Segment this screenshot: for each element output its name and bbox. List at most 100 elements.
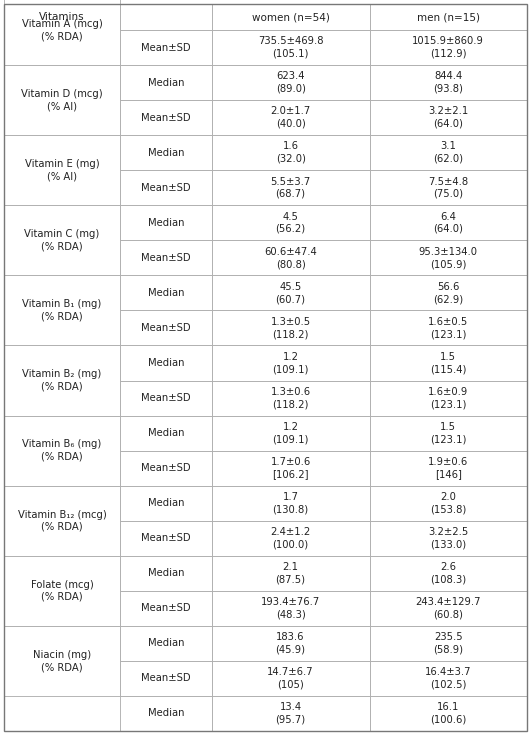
Bar [120,205,212,240]
Bar [4,556,120,625]
Text: 1.9±0.6
[146]: 1.9±0.6 [146] [428,457,468,479]
Text: 95.3±134.0
(105.9): 95.3±134.0 (105.9) [419,247,478,269]
Text: Mean±SD: Mean±SD [141,463,191,473]
Text: Mean±SD: Mean±SD [141,112,191,123]
Bar [370,591,527,625]
Text: 4.5
(56.2): 4.5 (56.2) [276,212,306,234]
Text: Vitamin D (mcg)
(% AI): Vitamin D (mcg) (% AI) [21,89,103,111]
Text: 1.5
(123.1): 1.5 (123.1) [430,422,466,444]
Bar [120,451,212,486]
Text: Median: Median [148,288,184,298]
Bar [370,135,527,171]
Bar [4,486,120,556]
Text: Folate (mcg)
(% RDA): Folate (mcg) (% RDA) [31,580,93,602]
Bar [212,276,370,310]
Bar [120,625,212,661]
Text: Median: Median [148,218,184,228]
Bar [120,100,212,135]
Text: Median: Median [148,428,184,438]
Text: Median: Median [148,358,184,368]
Bar [212,556,370,591]
Bar [120,30,212,65]
Text: 1.5
(115.4): 1.5 (115.4) [430,352,466,374]
Bar [370,100,527,135]
Text: 2.0±1.7
(40.0): 2.0±1.7 (40.0) [270,107,311,129]
Text: Mean±SD: Mean±SD [141,183,191,193]
Text: 3.1
(62.0): 3.1 (62.0) [433,141,463,164]
Bar [120,240,212,276]
Text: Median: Median [148,148,184,158]
Text: men (n=15): men (n=15) [417,12,480,22]
Text: 193.4±76.7
(48.3): 193.4±76.7 (48.3) [261,597,320,620]
Bar [212,451,370,486]
Text: 2.4±1.2
(100.0): 2.4±1.2 (100.0) [270,527,311,550]
Text: 1.3±0.5
(118.2): 1.3±0.5 (118.2) [270,317,311,339]
Text: Mean±SD: Mean±SD [141,603,191,613]
Text: Mean±SD: Mean±SD [141,393,191,403]
Bar [370,276,527,310]
Text: 1.7±0.6
[106.2]: 1.7±0.6 [106.2] [270,457,311,479]
Text: 3.2±2.1
(64.0): 3.2±2.1 (64.0) [428,107,468,129]
Bar [120,345,212,381]
Bar [4,205,120,276]
Bar [120,556,212,591]
Text: Median: Median [148,639,184,648]
Bar [120,520,212,556]
Text: 2.1
(87.5): 2.1 (87.5) [276,562,306,584]
Text: Vitamin C (mg)
(% RDA): Vitamin C (mg) (% RDA) [24,229,100,251]
Text: 623.4
(89.0): 623.4 (89.0) [276,71,305,94]
Text: 5.5±3.7
(68.7): 5.5±3.7 (68.7) [270,176,311,199]
Text: Mean±SD: Mean±SD [141,533,191,543]
Bar [370,520,527,556]
Text: 235.5
(58.9): 235.5 (58.9) [433,632,463,655]
Bar [370,240,527,276]
Text: Median: Median [148,78,184,87]
Text: 2.6
(108.3): 2.6 (108.3) [430,562,466,584]
Bar [370,205,527,240]
Bar [370,556,527,591]
Text: Vitamin B₁₂ (mcg)
(% RDA): Vitamin B₁₂ (mcg) (% RDA) [18,509,106,532]
Bar [4,135,120,205]
Bar [212,661,370,696]
Bar [212,381,370,415]
Text: Median: Median [148,709,184,719]
Bar [212,345,370,381]
Bar [370,30,527,65]
Text: Vitamin B₂ (mg)
(% RDA): Vitamin B₂ (mg) (% RDA) [22,369,101,392]
Bar [212,30,370,65]
Text: 60.6±47.4
(80.8): 60.6±47.4 (80.8) [264,247,317,269]
Bar [120,135,212,171]
Bar [120,696,212,731]
Text: 1.7
(130.8): 1.7 (130.8) [272,492,309,514]
Text: Niacin (mg)
(% RDA): Niacin (mg) (% RDA) [33,650,91,672]
Bar [4,345,120,415]
Text: Mean±SD: Mean±SD [141,43,191,52]
Bar [120,415,212,451]
Bar [370,381,527,415]
Text: Vitamin E (mg)
(% AI): Vitamin E (mg) (% AI) [25,159,99,182]
Text: 183.6
(45.9): 183.6 (45.9) [276,632,306,655]
Bar [4,276,120,345]
Text: Vitamins: Vitamins [39,12,85,22]
Text: Vitamin A (mcg)
(% RDA): Vitamin A (mcg) (% RDA) [22,19,102,41]
Bar [212,415,370,451]
Bar [212,100,370,135]
Text: Vitamin B₆ (mg)
(% RDA): Vitamin B₆ (mg) (% RDA) [22,440,101,462]
Bar [370,345,527,381]
Bar [120,310,212,345]
Bar [212,591,370,625]
Bar [212,171,370,205]
Bar [120,276,212,310]
Bar [4,625,120,696]
Bar [4,4,120,30]
Text: 243.4±129.7
(60.8): 243.4±129.7 (60.8) [416,597,481,620]
Text: 844.4
(93.8): 844.4 (93.8) [433,71,463,94]
Bar [212,520,370,556]
Bar [370,171,527,205]
Bar [212,625,370,661]
Text: 2.0
(153.8): 2.0 (153.8) [430,492,466,514]
Bar [212,135,370,171]
Bar [370,625,527,661]
Text: 1015.9±860.9
(112.9): 1015.9±860.9 (112.9) [413,36,484,59]
Text: 1.2
(109.1): 1.2 (109.1) [272,422,309,444]
